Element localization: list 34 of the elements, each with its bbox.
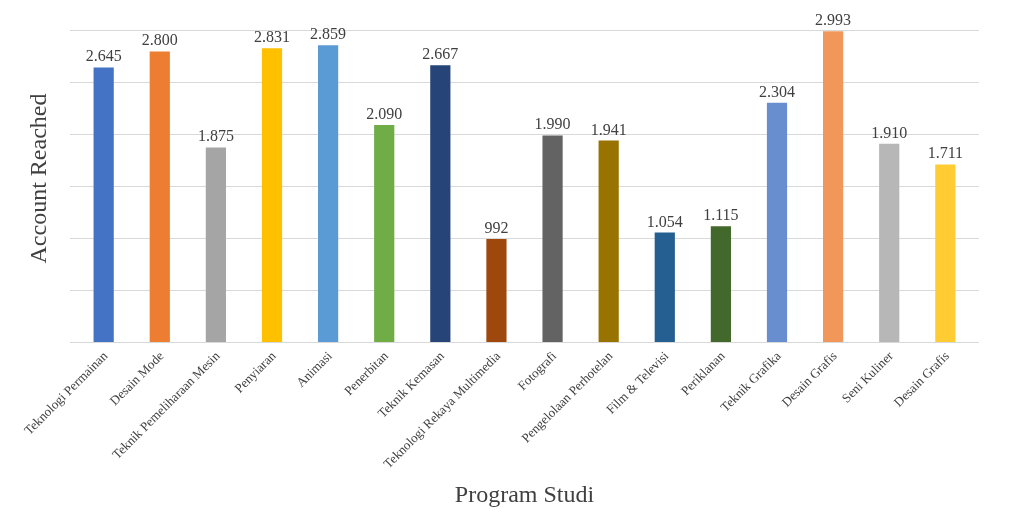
data-label: 2.800 bbox=[141, 31, 178, 49]
bar bbox=[318, 45, 339, 342]
bar bbox=[205, 147, 226, 342]
data-label: 1.875 bbox=[197, 127, 234, 145]
data-label: 2.645 bbox=[85, 47, 122, 65]
bar bbox=[879, 143, 900, 342]
bar bbox=[710, 226, 731, 342]
data-label: 2.993 bbox=[815, 11, 852, 29]
data-label: 1.990 bbox=[534, 115, 571, 133]
data-label: 2.859 bbox=[310, 25, 347, 43]
bar bbox=[542, 135, 563, 342]
bar bbox=[374, 125, 395, 342]
data-label: 1.115 bbox=[703, 206, 739, 224]
x-axis-title: Program Studi bbox=[454, 481, 595, 508]
bar bbox=[823, 31, 844, 342]
bar bbox=[149, 51, 170, 342]
bar bbox=[598, 140, 619, 342]
bar bbox=[654, 232, 675, 342]
bar bbox=[261, 48, 283, 342]
data-label: 1.711 bbox=[927, 144, 964, 162]
bar bbox=[766, 102, 788, 342]
bar bbox=[430, 65, 451, 342]
data-label: 1.941 bbox=[590, 120, 627, 138]
data-label: 1.910 bbox=[871, 123, 908, 141]
bar bbox=[486, 239, 507, 342]
data-label: 1.054 bbox=[646, 212, 683, 230]
bar bbox=[935, 164, 956, 342]
y-axis-title: Account Reached bbox=[25, 93, 52, 264]
bar bbox=[93, 67, 114, 342]
data-label: 992 bbox=[484, 219, 509, 237]
data-label: 2.831 bbox=[254, 28, 290, 46]
data-label: 2.304 bbox=[759, 82, 795, 100]
data-label: 2.667 bbox=[422, 45, 459, 63]
data-label: 2.090 bbox=[366, 105, 403, 123]
